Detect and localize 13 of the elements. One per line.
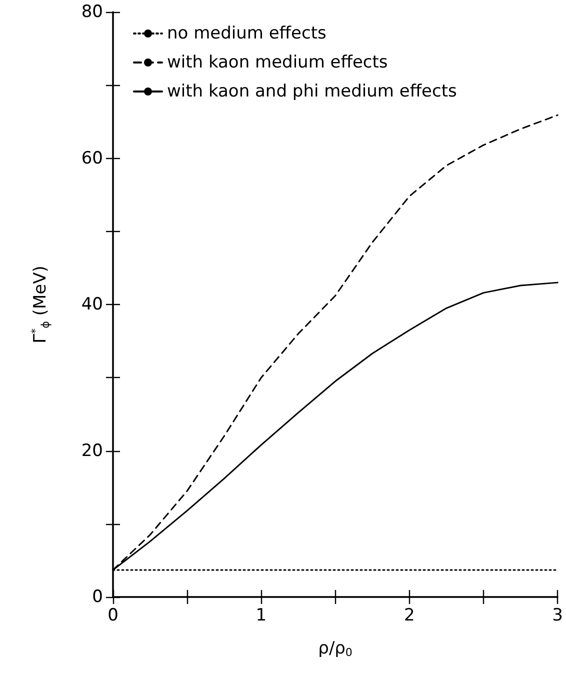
x-tick-label: 1 [256, 606, 267, 626]
y-axis-title: Γ*ϕ (MeV) [29, 266, 52, 344]
y-tick-label: 20 [81, 440, 103, 461]
y-tick-label: 80 [81, 2, 103, 22]
y-tick-label: 0 [92, 587, 103, 607]
legend-label: no medium effects [167, 24, 326, 44]
legend-label: with kaon and phi medium effects [167, 82, 458, 102]
legend-label: with kaon medium effects [167, 52, 388, 72]
y-tick-label: 40 [81, 294, 103, 314]
y-tick-label: 60 [81, 148, 103, 168]
x-tick-label: 0 [108, 606, 118, 626]
x-tick-label: 2 [404, 606, 415, 626]
x-tick-label: 3 [552, 606, 564, 626]
